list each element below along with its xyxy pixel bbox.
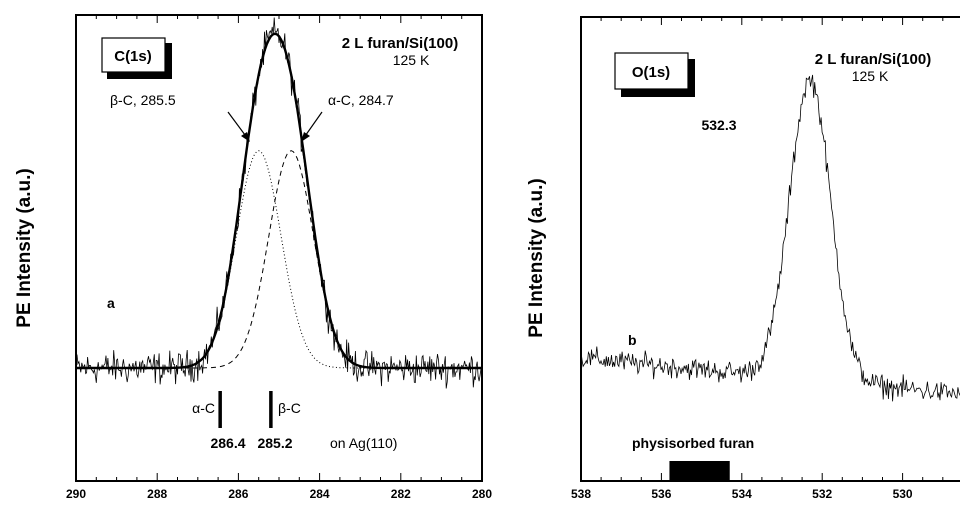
panel-a-beta-peak-label: β-C, 285.5: [110, 92, 176, 108]
panel-b-panel-label: b: [628, 332, 637, 348]
panel-b-peak-label: 532.3: [701, 117, 736, 133]
panel-a-alpha-arrowhead: [301, 132, 310, 142]
panel-b-sample-label: 2 L furan/Si(100): [815, 51, 931, 68]
panel-a-panel-label: a: [107, 295, 115, 311]
panel-b-x-tick-label: 532: [812, 487, 832, 501]
panel-a-reference-label: on Ag(110): [330, 435, 397, 451]
panel-a-ref-beta-label: β-C: [278, 400, 301, 416]
panel-a-beta-component-curve: [76, 150, 482, 369]
panel-a-x-tick-label: 280: [472, 487, 492, 501]
panel-a-x-tick-label: 282: [391, 487, 411, 501]
panel-a-x-tick-label: 284: [310, 487, 330, 501]
panel-a-measured-spectrum: [75, 17, 483, 389]
panel-a-core-level-label: C(1s): [114, 48, 152, 65]
panel-a-x-tick-label: 286: [228, 487, 248, 501]
panel-b: PE Intensity (a.u.) 538536534532530528 O…: [526, 16, 960, 501]
panel-a-fit-envelope: [76, 32, 482, 370]
panel-b-x-tick-label: 530: [893, 487, 913, 501]
panel-a-alpha-component-curve: [76, 150, 482, 369]
panel-b-plot-frame: [580, 16, 960, 482]
panel-a-core-level-box: [101, 37, 166, 73]
panel-a-x-tick-label: 288: [147, 487, 167, 501]
panel-b-temperature-label: 125 K: [852, 68, 889, 84]
panel-a-alpha-peak-label: α-C, 284.7: [328, 92, 394, 108]
panel-a: PE Intensity (a.u.) 290 288 286 284 282 280 C…: [14, 14, 492, 501]
panel-a-temperature-label: 125 K: [393, 52, 430, 68]
panel-b-core-level-box: [614, 52, 689, 90]
panel-a-ref-beta-value: 285.2: [257, 435, 292, 451]
panel-b-physisorbed-range-bar: [669, 461, 730, 480]
panel-a-ref-alpha-value: 286.4: [210, 435, 245, 451]
panel-a-x-tick-labels: 290 288 286 284 282 280: [66, 487, 492, 501]
panel-b-y-axis-label: PE Intensity (a.u.): [526, 178, 547, 337]
panel-b-x-tick-label: 536: [651, 487, 671, 501]
panel-b-measured-spectrum: [580, 74, 960, 402]
panel-b-x-tick-label: 534: [732, 487, 752, 501]
panel-a-y-axis-label: PE Intensity (a.u.): [14, 168, 35, 327]
panel-b-reference-label: physisorbed furan: [632, 435, 754, 451]
panel-b-core-level-label: O(1s): [632, 64, 670, 81]
panel-a-ref-alpha-label: α-C: [192, 400, 215, 416]
panel-a-x-tick-label: 290: [66, 487, 86, 501]
panel-b-x-tick-label: 538: [571, 487, 591, 501]
panel-a-sample-label: 2 L furan/Si(100): [342, 35, 458, 52]
panel-a-x-ticks: [75, 15, 483, 481]
panel-b-x-tick-labels: 538536534532530528: [571, 487, 913, 501]
